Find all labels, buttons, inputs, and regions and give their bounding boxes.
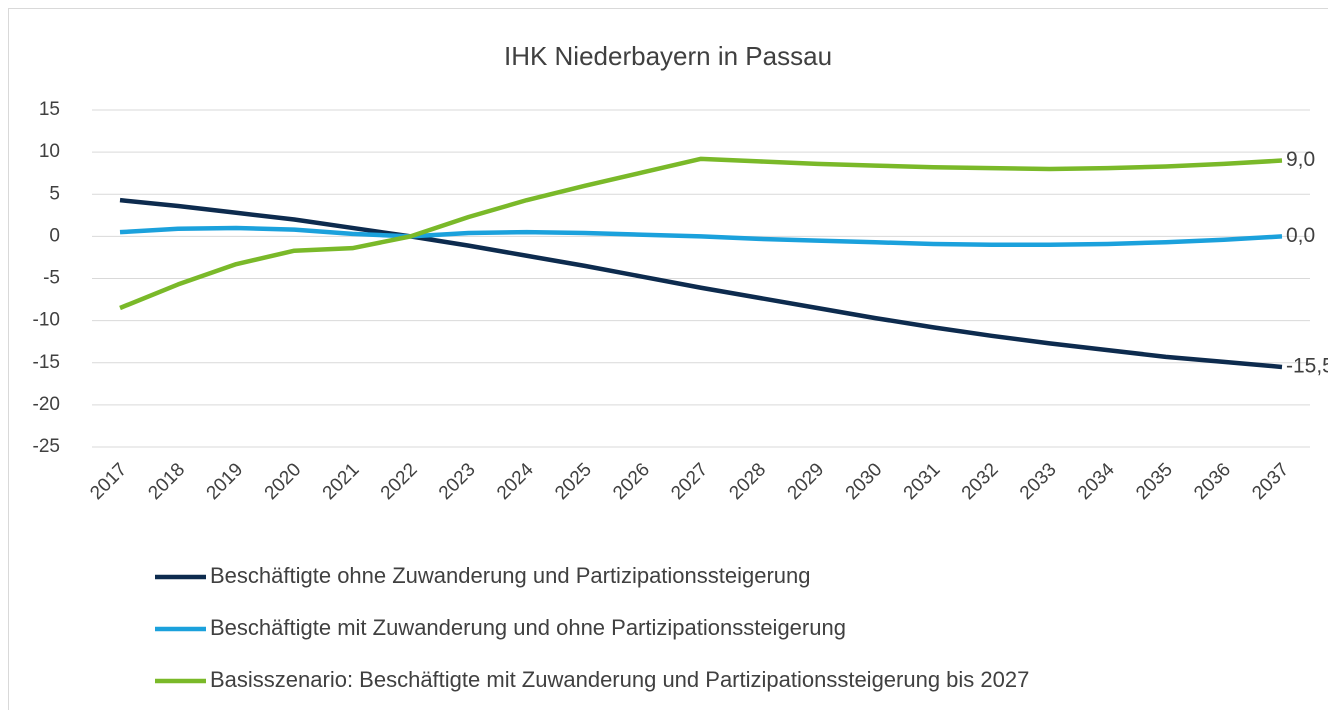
y-tick-label: -25 xyxy=(33,436,60,457)
chart-title: IHK Niederbayern in Passau xyxy=(504,41,832,71)
legend-label: Beschäftigte mit Zuwanderung und ohne Pa… xyxy=(210,615,846,640)
y-tick-label: 15 xyxy=(39,99,60,120)
x-tick-label: 2021 xyxy=(319,459,364,504)
y-tick-label: -10 xyxy=(33,310,60,331)
x-tick-label: 2035 xyxy=(1132,459,1177,504)
x-tick-label: 2027 xyxy=(667,459,712,504)
legend-label: Basisszenario: Beschäftigte mit Zuwander… xyxy=(210,667,1029,692)
x-tick-label: 2030 xyxy=(842,459,887,504)
data-label: 9,0 xyxy=(1286,148,1315,171)
x-tick-label: 2034 xyxy=(1074,459,1119,504)
x-tick-label: 2032 xyxy=(958,459,1003,504)
series-line xyxy=(119,156,1283,311)
x-tick-label: 2029 xyxy=(784,459,829,504)
x-tick-label: 2017 xyxy=(86,459,131,504)
y-tick-label: -15 xyxy=(33,352,60,373)
x-tick-label: 2019 xyxy=(203,459,248,504)
data-label: 0,0 xyxy=(1286,224,1315,247)
y-tick-label: 10 xyxy=(39,141,60,162)
y-tick-label: 5 xyxy=(49,183,60,204)
x-tick-label: 2031 xyxy=(900,459,945,504)
x-tick-label: 2022 xyxy=(377,459,422,504)
data-label: -15,5 xyxy=(1286,355,1328,378)
chart-border xyxy=(8,8,1328,710)
x-tick-label: 2024 xyxy=(493,459,538,504)
x-tick-label: 2020 xyxy=(261,459,306,504)
x-tick-label: 2018 xyxy=(144,459,189,504)
series-line xyxy=(119,225,1283,248)
x-tick-label: 2028 xyxy=(725,459,770,504)
x-tick-label: 2033 xyxy=(1016,459,1061,504)
x-tick-label: 2026 xyxy=(609,459,654,504)
x-tick-label: 2023 xyxy=(435,459,480,504)
y-tick-label: -5 xyxy=(43,268,60,289)
series-line xyxy=(119,197,1283,370)
legend-label: Beschäftigte ohne Zuwanderung und Partiz… xyxy=(210,563,811,588)
x-tick-label: 2036 xyxy=(1190,459,1235,504)
x-tick-label: 2037 xyxy=(1248,459,1293,504)
y-tick-label: -20 xyxy=(33,394,60,415)
y-tick-label: 0 xyxy=(49,225,60,246)
x-tick-label: 2025 xyxy=(551,459,596,504)
